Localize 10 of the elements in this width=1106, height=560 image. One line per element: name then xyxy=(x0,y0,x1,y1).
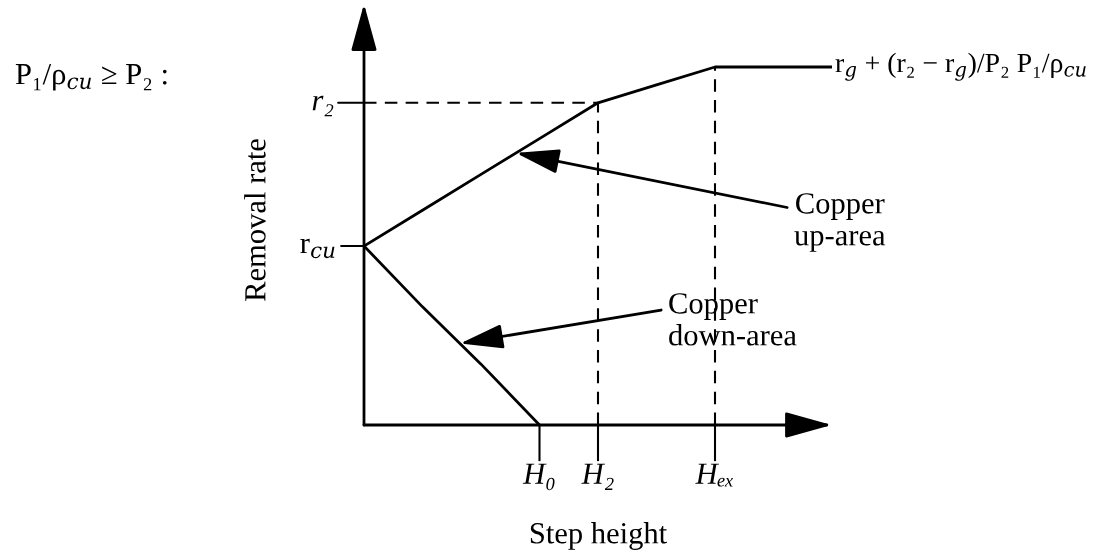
y-axis-title: Removal rate xyxy=(244,139,266,301)
annotation: r$_{g}$ + (r₂ − r$_{g}$)/P₂ P₁/ρ$_{cu}$ xyxy=(835,52,1086,81)
x-tick-label: H₀ xyxy=(522,463,555,491)
text: r$_{cu}$ xyxy=(300,238,335,259)
x-tick-label: Hₑₓ xyxy=(695,463,733,487)
ref-line-label: r₂ xyxy=(312,95,334,117)
chart-title: P₁/ρ$_{cu}$ ≥ P₂ : xyxy=(15,63,167,91)
annotation: Copper up-area xyxy=(794,193,886,252)
x-axis-title: Step height xyxy=(530,522,667,550)
x-tick-label: H₂ xyxy=(581,463,614,490)
